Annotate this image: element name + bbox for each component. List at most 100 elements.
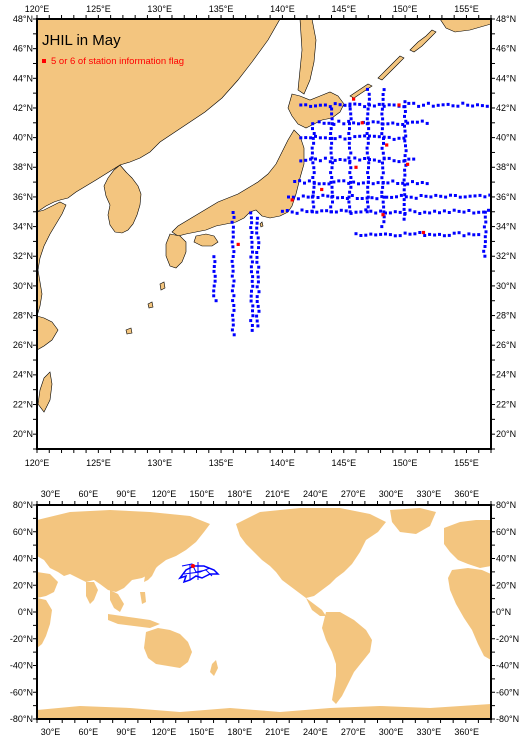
world-lat-right-m20: -20°N: [496, 634, 519, 644]
world-lat-right-0: 0°N: [496, 607, 511, 617]
station-point-321: [367, 161, 371, 165]
station-point-378: [403, 159, 407, 162]
station-point-362: [381, 102, 385, 106]
arabia: [37, 572, 58, 598]
station-point-219: [482, 210, 486, 214]
station-point-237: [433, 233, 437, 237]
station-point-110: [303, 181, 306, 185]
station-point-394: [231, 318, 235, 322]
world-lat-right-20: 20°N: [496, 580, 516, 590]
station-point-41: [327, 121, 331, 125]
station-point-350: [381, 161, 384, 165]
lon-label-bottom-145: 145°E: [331, 458, 356, 468]
station-point-221: [354, 232, 358, 236]
station-point-139: [301, 194, 305, 198]
station-point-462: [255, 226, 259, 230]
station-point-424: [249, 294, 253, 298]
station-point-56: [401, 123, 405, 126]
station-point-238: [438, 232, 441, 236]
world-land: [37, 508, 491, 719]
station-point-70: [338, 135, 342, 139]
station-point-7: [333, 102, 337, 106]
station-point-180: [290, 210, 294, 214]
station-point-419: [249, 319, 253, 323]
lat-label-right-30: 30°N: [496, 281, 516, 291]
station-point-46: [352, 121, 356, 125]
station-point-427: [250, 279, 254, 283]
station-point-329: [365, 122, 369, 126]
station-point-117: [337, 179, 341, 183]
station-point-284: [330, 122, 334, 126]
regional-lon-labels-bottom: 120°E 125°E 130°E 135°E 140°E 145°E 150°…: [25, 458, 479, 468]
world-lat-right-m40: -40°N: [496, 661, 519, 671]
lat-label-right-28: 28°N: [496, 310, 516, 320]
lat-label-left-38: 38°N: [13, 162, 33, 172]
station-point-417: [250, 328, 254, 332]
station-point-386: [404, 119, 408, 123]
station-point-279: [329, 146, 333, 150]
station-point-337: [380, 225, 384, 229]
station-point-311: [365, 210, 369, 214]
world-station-cluster: [177, 562, 220, 584]
station-point-78: [377, 135, 381, 139]
station-point-109: [298, 179, 302, 183]
station-point-326: [366, 136, 370, 140]
station-point-416: [231, 211, 235, 214]
station-point-142: [316, 196, 320, 199]
world-lat-left-m20: -20°N: [10, 634, 33, 644]
lon-label-bottom-130: 130°E: [147, 458, 172, 468]
station-point-247: [310, 210, 314, 214]
station-point-335: [367, 92, 371, 96]
station-point-271: [330, 185, 334, 189]
station-point-140: [306, 195, 310, 199]
station-point-114: [322, 182, 326, 186]
station-point-258: [310, 156, 314, 160]
station-point-119: [347, 181, 351, 185]
station-point-134: [420, 181, 424, 184]
station-point-104: [397, 160, 401, 164]
world-station-lines: [181, 562, 213, 580]
izu-islands: [259, 221, 264, 228]
station-point-218: [477, 210, 481, 214]
flagged-point-7: [290, 198, 294, 202]
station-point-403: [230, 274, 234, 278]
station-point-15: [372, 104, 376, 108]
station-point-276: [331, 161, 335, 165]
station-point-240: [447, 233, 451, 237]
station-point-243: [462, 234, 466, 238]
station-point-342: [381, 200, 385, 204]
station-point-313: [366, 200, 369, 204]
station-point-129: [396, 182, 400, 185]
station-point-13: [363, 105, 367, 109]
station-point-280: [330, 141, 334, 145]
station-point-444: [255, 314, 259, 318]
station-point-115: [327, 182, 331, 186]
station-point-67: [323, 136, 327, 140]
station-point-136: [287, 195, 290, 199]
station-point-150: [355, 197, 359, 200]
station-point-9: [343, 103, 347, 107]
flagged-point-2: [360, 121, 364, 125]
lon-label-bottom-125: 125°E: [86, 458, 111, 468]
regional-lat-labels-left: 20°N 22°N 24°N 26°N 28°N 30°N 32°N 34°N …: [13, 14, 33, 439]
station-point-299: [347, 156, 351, 160]
lat-label-right-34: 34°N: [496, 222, 516, 232]
station-point-44: [342, 122, 346, 126]
station-point-259: [310, 151, 314, 155]
station-point-196: [369, 209, 373, 213]
station-point-36: [476, 103, 479, 107]
flagged-point-4: [406, 162, 410, 166]
station-point-30: [446, 102, 450, 106]
station-point-474: [212, 255, 216, 259]
station-point-245: [472, 233, 476, 237]
station-point-295: [349, 176, 353, 179]
station-point-300: [349, 151, 353, 155]
station-point-324: [365, 146, 369, 150]
station-point-408: [232, 250, 236, 254]
station-point-128: [391, 179, 395, 183]
station-point-270: [330, 190, 334, 194]
station-point-133: [415, 182, 419, 186]
station-point-450: [255, 285, 259, 289]
station-point-471: [212, 269, 216, 273]
